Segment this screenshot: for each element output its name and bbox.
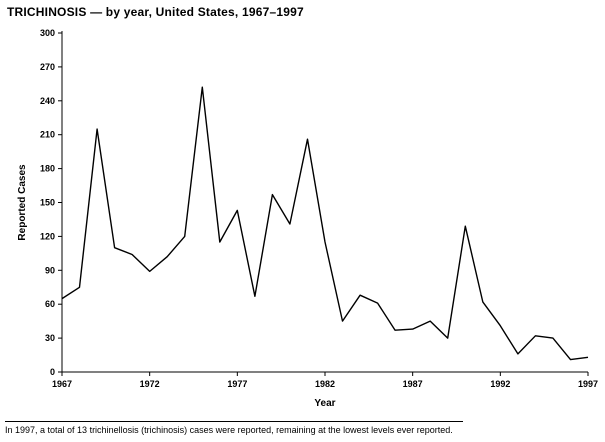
x-tick-label: 1987 [403,379,423,389]
y-tick-label: 0 [50,367,55,377]
y-axis-label: Reported Cases [17,164,28,241]
y-tick-label: 30 [45,333,55,343]
y-tick-label: 210 [40,130,55,140]
y-tick-label: 60 [45,299,55,309]
reported-cases-series [61,86,589,361]
y-tick-label: 300 [40,28,55,38]
y-tick-label: 150 [40,198,55,208]
x-tick-label: 1972 [140,379,160,389]
y-tick-label: 240 [40,96,55,106]
x-tick-label: 1982 [315,379,335,389]
x-tick-label: 1967 [52,379,72,389]
x-tick-label: 1992 [490,379,510,389]
x-tick-label: 1997 [578,379,598,389]
y-tick-label: 270 [40,62,55,72]
y-tick-label: 120 [40,231,55,241]
page-title: TRICHINOSIS — by year, United States, 19… [7,5,304,19]
y-tick-label: 90 [45,265,55,275]
footnote-text: In 1997, a total of 13 trichinellosis (t… [5,421,463,435]
y-tick-label: 180 [40,164,55,174]
x-tick-label: 1977 [227,379,247,389]
x-axis-label: Year [314,398,335,409]
